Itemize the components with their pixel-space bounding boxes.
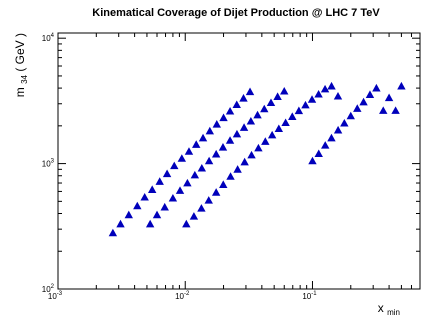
- data-point-marker: [232, 100, 241, 109]
- y-axis-label-unit: ( GeV ): [13, 33, 27, 72]
- data-point-marker: [327, 133, 336, 142]
- data-point-marker: [384, 93, 394, 102]
- y-axis-ticks: 102 103 104: [42, 33, 420, 294]
- data-point-marker: [245, 87, 255, 96]
- x-tick-label: 10-1: [302, 291, 317, 301]
- data-point-marker: [320, 84, 330, 93]
- data-point-marker: [239, 123, 249, 131]
- data-point-marker: [116, 219, 125, 228]
- chart-title: Kinematical Coverage of Dijet Production…: [92, 7, 380, 19]
- y-axis-label-main: m: [13, 87, 27, 97]
- y-axis-label-sub: 34: [20, 74, 29, 83]
- data-point-marker: [108, 228, 118, 237]
- data-point-marker: [183, 178, 192, 187]
- data-point-marker: [260, 104, 269, 113]
- x-axis-label-sub: min: [387, 308, 400, 317]
- data-point-marker: [321, 141, 330, 149]
- data-point-marker: [155, 177, 164, 185]
- data-point-marker: [197, 163, 207, 172]
- data-point-marker: [225, 136, 235, 144]
- plot-frame: [57, 32, 421, 290]
- x-axis-label: x min: [378, 301, 400, 317]
- data-point-marker: [204, 196, 213, 204]
- data-point-marker: [365, 90, 375, 98]
- data-point-marker: [267, 130, 277, 139]
- data-point-marker: [294, 106, 304, 115]
- data-point-marker: [239, 94, 248, 102]
- data-point-marker: [333, 91, 343, 100]
- data-point-marker: [160, 202, 169, 211]
- data-point-marker: [288, 112, 297, 120]
- x-tick-label: 10-2: [175, 291, 190, 301]
- data-point-marker: [333, 125, 343, 134]
- y-tick-label: 104: [42, 33, 55, 43]
- data-point-marker: [204, 156, 214, 165]
- data-point-marker: [189, 212, 199, 220]
- data-point-marker: [152, 210, 162, 219]
- data-point-marker: [274, 124, 284, 132]
- data-point-marker: [197, 204, 206, 212]
- data-point-marker: [175, 186, 185, 194]
- data-point-marker: [211, 149, 221, 158]
- data-point-marker: [232, 129, 242, 138]
- data-point-marker: [372, 83, 381, 92]
- data-point-marker: [218, 143, 228, 151]
- data-point-marker: [184, 147, 194, 155]
- data-point-marker: [226, 172, 235, 180]
- data-point-marker: [266, 98, 276, 107]
- data-point-marker: [273, 92, 282, 100]
- data-point-marker: [391, 106, 400, 114]
- data-point-marker: [162, 169, 172, 178]
- data-point-marker: [280, 86, 289, 95]
- data-point-marker: [124, 210, 133, 219]
- data-point-marker: [182, 219, 191, 228]
- data-point-marker: [281, 118, 290, 127]
- data-point-marker: [219, 180, 228, 188]
- data-point-marker: [246, 116, 256, 125]
- data-points: [108, 81, 406, 237]
- data-point-marker: [359, 97, 368, 106]
- data-point-marker: [211, 188, 221, 196]
- data-point-marker: [353, 104, 362, 112]
- data-point-marker: [170, 161, 179, 170]
- data-point-marker: [190, 170, 200, 179]
- data-point-marker: [205, 126, 215, 135]
- data-point-marker: [253, 110, 262, 119]
- data-point-marker: [225, 106, 235, 115]
- y-tick-label: 102: [42, 284, 55, 294]
- data-point-marker: [145, 219, 155, 228]
- data-point-marker: [308, 156, 317, 165]
- data-point-marker: [140, 192, 149, 201]
- data-point-marker: [168, 193, 178, 202]
- data-point-marker: [314, 149, 323, 158]
- data-point-marker: [379, 106, 388, 114]
- data-point-marker: [340, 118, 349, 127]
- data-point-marker: [261, 137, 270, 145]
- data-point-marker: [133, 201, 142, 210]
- data-point-marker: [247, 150, 256, 159]
- data-point-marker: [346, 111, 355, 120]
- data-point-marker: [314, 89, 323, 98]
- data-point-marker: [192, 140, 201, 148]
- data-point-marker: [219, 113, 228, 122]
- data-point-marker: [233, 165, 242, 173]
- x-axis-ticks: 10-3 10-2 10-1: [48, 33, 421, 301]
- data-point-marker: [148, 185, 157, 193]
- data-point-marker: [254, 143, 263, 152]
- data-point-marker: [177, 154, 187, 162]
- data-point-marker: [301, 100, 310, 109]
- x-tick-label: 10-3: [48, 291, 63, 301]
- data-point-marker: [327, 81, 336, 90]
- data-point-marker: [397, 81, 406, 90]
- data-point-marker: [307, 95, 317, 103]
- y-axis-label: m 34 ( GeV ): [13, 33, 30, 97]
- data-point-marker: [212, 120, 221, 128]
- x-axis-label-main: x: [378, 301, 384, 315]
- y-tick-label: 103: [42, 159, 55, 169]
- data-point-marker: [198, 133, 208, 142]
- data-point-marker: [240, 157, 249, 166]
